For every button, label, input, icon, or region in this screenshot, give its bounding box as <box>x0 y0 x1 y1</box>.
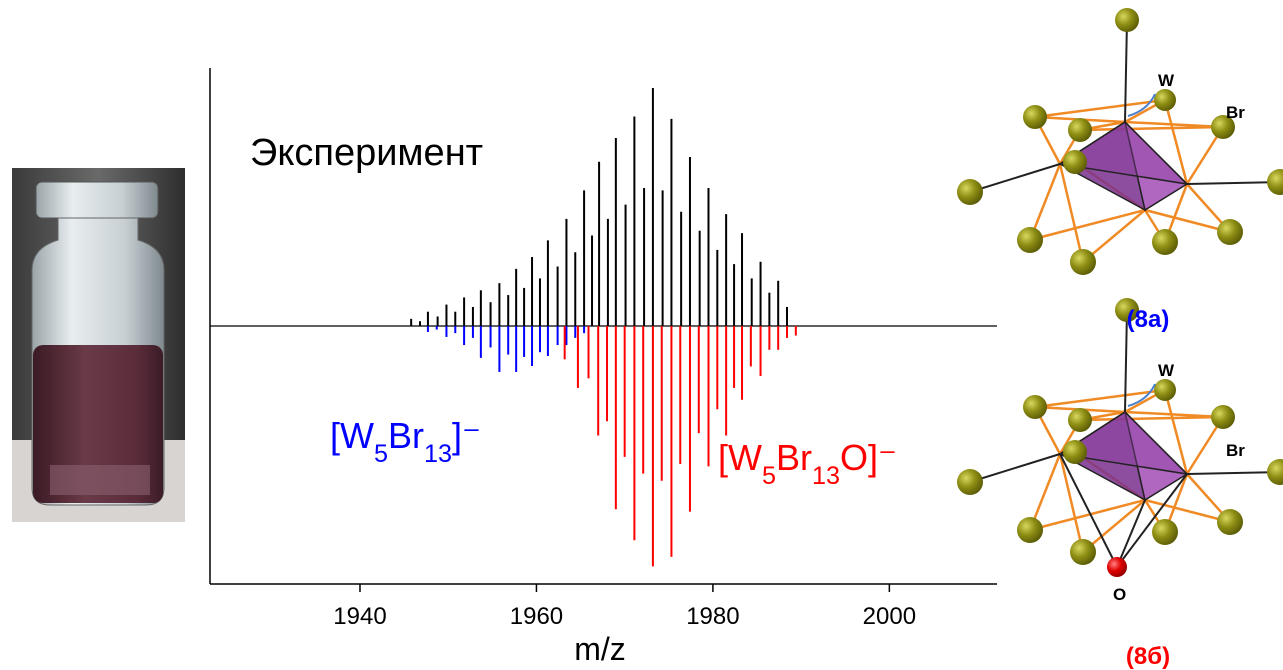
atom-label: W <box>1158 71 1175 90</box>
plot-area <box>209 68 997 592</box>
series-label: Эксперимент <box>250 132 483 174</box>
structure-label: (8б) <box>1126 643 1170 670</box>
x-tick-label: 2000 <box>863 603 916 630</box>
series-label: [W5Br13O]⁻ <box>718 437 897 490</box>
atom-label: O <box>1113 585 1126 604</box>
x-tick-label: 1960 <box>510 603 563 630</box>
atom-label: Br <box>1226 441 1245 460</box>
oxygen-bonds <box>1059 453 1188 568</box>
x-tick-label: 1980 <box>686 603 739 630</box>
x-tick-label: 1940 <box>333 603 386 630</box>
atom-label: W <box>1158 361 1175 380</box>
oxygen-atom <box>1107 557 1127 577</box>
structure-label: (8а) <box>1127 306 1170 333</box>
vial-photo <box>12 168 185 522</box>
atom-label: Br <box>1226 103 1245 122</box>
series-label: [W5Br13]⁻ <box>330 415 481 468</box>
x-axis-title: m/z <box>574 631 626 667</box>
